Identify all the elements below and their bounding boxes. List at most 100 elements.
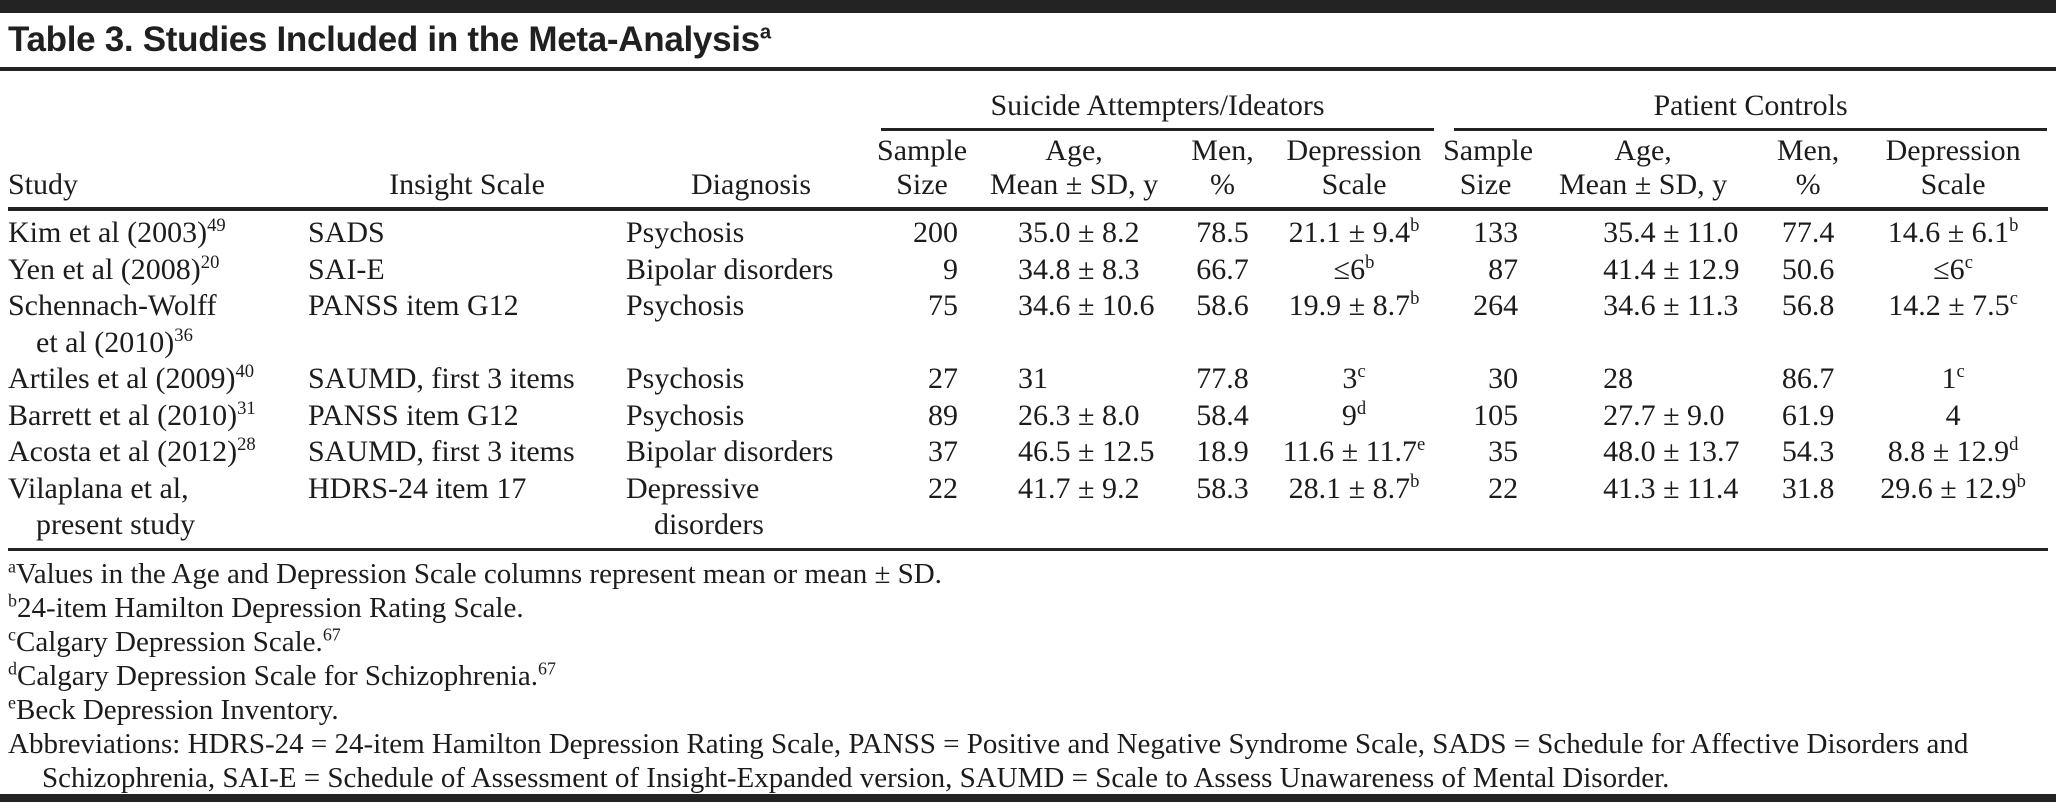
reference-number: 67 [538,657,556,678]
insight-scale-cell: PANSS item G12 [308,398,519,432]
footnote-a: aValues in the Age and Depression Scale … [8,555,942,590]
col-header-sa-depression: Depression Scale [1265,132,1444,211]
diagnosis-cell: Psychosis [626,289,745,322]
group-header-attempters: Suicide Attempters/Ideators [876,71,1443,132]
pc-depression-cell: 4 [1945,398,1961,432]
sa-age-cell: 31 [1018,362,1049,395]
diagnosis-cell: Depressive disorders [626,470,877,551]
sa-sample-size-cell: 27 [928,362,959,395]
sa-depression-cell: 11.6 ± 11.7e [1282,434,1426,468]
col-header-line: Size [896,168,948,201]
pc-sample-size-cell: 133 [1473,216,1519,249]
footnotes-section: aValues in the Age and Depression Scale … [8,557,2048,795]
sa-age-cell: 41.7 ± 9.2 [968,470,1181,551]
col-header-line: Mean ± SD, y [1559,168,1728,201]
footnote-b: b24-item Hamilton Depression Rating Scal… [8,589,524,624]
col-header-line: Size [1459,168,1512,201]
footnote-marker: a [8,555,16,576]
col-header-line: Age, [1614,134,1672,167]
col-header-line: Men, [1191,134,1254,167]
insight-scale-cell: SAUMD, first 3 items [308,362,575,395]
footnote-marker: c [8,623,16,644]
sa-depression-cell: 28.1 ± 8.7b [1265,470,1444,551]
insight-scale-cell: SADS [308,216,385,249]
reference-number: 40 [235,361,255,382]
sa-men-cell: 58.4 [1196,398,1249,432]
abbreviations-note: Abbreviations: HDRS-24 = 24-item Hamilto… [8,727,1969,794]
bottom-rule-bar [0,794,2056,802]
table-row: Acosta et al (2012)28 SAUMD, first 3 ite… [8,434,2048,471]
footnote-marker: c [1956,361,1965,382]
table-title-text: Table 3. Studies Included in the Meta-An… [8,20,760,59]
footnote-e: eBeck Depression Inventory. [8,691,339,726]
pc-sample-size-cell: 30 [1488,362,1519,395]
study-name: Schennach-Wolff [8,289,217,322]
study-cell: Kim et al (2003)49 [8,209,308,252]
col-header-study: Study [8,132,308,211]
footnote-d: dCalgary Depression Scale for Schizophre… [8,657,556,692]
pc-depression-cell: 1c [1941,361,1965,395]
footnote-marker: b [1365,251,1375,273]
study-name-line2: present study [36,508,196,541]
reference-number: 67 [322,623,341,644]
study-name: Acosta et al (2012) [8,435,238,468]
footnote-marker: c [1357,361,1366,382]
pc-sample-size-cell: 35 [1488,435,1519,468]
group-header-row: Suicide Attempters/Ideators Patient Cont… [8,71,2048,132]
footnote-marker: b [8,589,17,610]
sa-depression-cell: 9d [1341,397,1367,432]
study-cell: Vilaplana et al, present study [8,470,308,551]
pc-men-cell: 77.4 [1781,216,1835,249]
top-rule-bar [0,0,2056,13]
reference-number: 49 [207,215,226,236]
study-name: Artiles et al (2009) [8,362,236,395]
sa-sample-size-cell: 200 [913,216,959,249]
col-header-line: Depression [1286,134,1422,167]
sa-sample-size-cell: 75 [928,289,959,322]
col-header-line: Depression [1885,134,2021,167]
col-header-line: Men, [1776,134,1840,167]
table-title-footnote-marker: a [759,21,771,44]
sa-depression-cell: ≤6b [1333,251,1375,286]
pc-men-cell: 50.6 [1781,252,1835,286]
col-header-line: Age, [1045,134,1103,167]
footnote-marker: b [1410,288,1420,309]
study-name: Barrett et al (2010) [8,398,238,432]
table-row: Vilaplana et al, present study HDRS-24 it… [8,470,2049,551]
sa-sample-size-cell: 22 [876,470,969,551]
study-cell: Schennach-Wolff et al (2010)36 [8,288,308,361]
study-name: Yen et al (2008) [8,252,201,286]
pc-depression-cell: 14.2 ± 7.5c [1888,288,2018,322]
sa-men-cell: 77.8 [1196,362,1249,395]
sa-depression-cell: 21.1 ± 9.4b [1288,215,1420,249]
col-header-line: % [1210,168,1236,201]
sa-depression-cell: 19.9 ± 8.7b [1288,288,1420,322]
sa-sample-size-cell: 37 [928,435,959,468]
reference-number: 28 [237,434,256,455]
insight-scale-cell: SAI-E [308,252,385,286]
table-header: Suicide Attempters/Ideators Patient Cont… [8,71,2049,211]
pc-men-cell: 54.3 [1781,435,1835,468]
pc-men-cell: 61.9 [1781,398,1835,432]
sa-age-cell: 46.5 ± 12.5 [1018,435,1155,468]
group-header-controls: Patient Controls [1443,71,2048,132]
study-cell: Yen et al (2008)20 [8,252,308,289]
study-name-line2: et al (2010)36 [36,324,193,359]
sa-sample-size-cell: 89 [928,398,959,432]
col-header-diagnosis: Diagnosis [626,132,877,211]
table-title-block: Table 3. Studies Included in the Meta-An… [0,13,2056,71]
reference-number: 20 [200,251,220,273]
table-body: Kim et al (2003)49 SADS Psychosis 200 35… [8,209,2049,551]
group-label-controls: Patient Controls [1454,89,2048,131]
studies-table: Suicide Attempters/Ideators Patient Cont… [8,71,2049,551]
sa-men-cell: 58.3 [1180,470,1266,551]
sa-age-cell: 34.8 ± 8.3 [1018,252,1140,286]
table-row: Yen et al (2008)20 SAI-E Bipolar disorde… [8,252,2048,289]
table-row: Kim et al (2003)49 SADS Psychosis 200 35… [8,209,2048,252]
pc-age-cell: 27.7 ± 9.0 [1603,398,1725,432]
insight-scale-cell: PANSS item G12 [308,289,519,322]
col-header-sa-men: Men,% [1180,132,1266,211]
sa-age-cell: 35.0 ± 8.2 [1018,216,1140,249]
group-header-spacer [8,71,876,132]
pc-depression-cell: 14.6 ± 6.1b [1887,215,2019,249]
